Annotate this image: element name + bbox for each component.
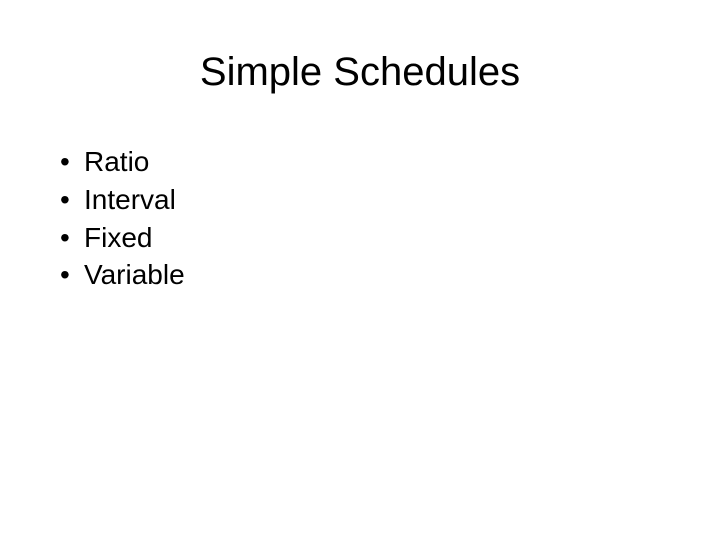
- slide-container: Simple Schedules • Ratio • Interval • Fi…: [0, 0, 720, 540]
- bullet-icon: •: [60, 256, 84, 294]
- list-item: • Interval: [60, 181, 670, 219]
- list-item: • Ratio: [60, 143, 670, 181]
- bullet-text: Variable: [84, 256, 670, 294]
- bullet-icon: •: [60, 143, 84, 181]
- list-item: • Variable: [60, 256, 670, 294]
- bullet-icon: •: [60, 219, 84, 257]
- slide-title: Simple Schedules: [50, 50, 670, 95]
- bullet-text: Fixed: [84, 219, 670, 257]
- list-item: • Fixed: [60, 219, 670, 257]
- bullet-list: • Ratio • Interval • Fixed • Variable: [50, 143, 670, 294]
- bullet-text: Interval: [84, 181, 670, 219]
- bullet-text: Ratio: [84, 143, 670, 181]
- bullet-icon: •: [60, 181, 84, 219]
